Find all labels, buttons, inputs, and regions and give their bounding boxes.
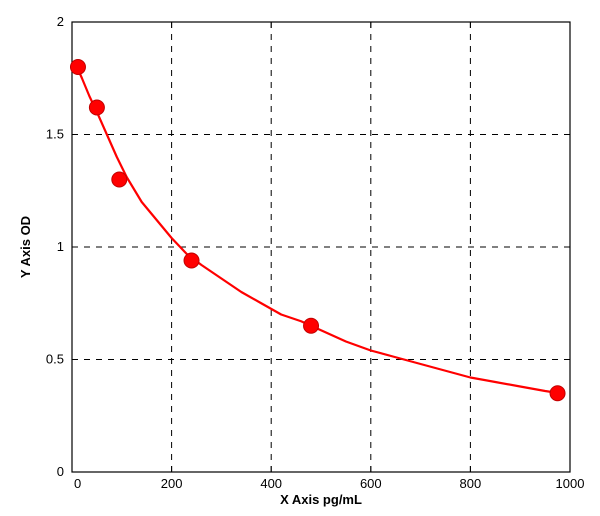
ytick-label: 1 [57, 239, 64, 254]
x-axis-label: X Axis pg/mL [280, 492, 362, 507]
ytick-label: 2 [57, 14, 64, 29]
xtick-label: 600 [360, 476, 382, 491]
chart-svg: 0 200 400 600 800 1000 0 0.5 1 1.5 2 X Axis pg/mL Y … [0, 0, 600, 516]
data-marker [304, 318, 319, 333]
data-marker [550, 386, 565, 401]
xtick-label: 800 [460, 476, 482, 491]
ytick-label: 1.5 [46, 127, 64, 142]
ytick-label: 0.5 [46, 352, 64, 367]
ytick-label: 0 [57, 464, 64, 479]
data-marker [184, 253, 199, 268]
y-axis-label: Y Axis OD [18, 216, 33, 278]
xtick-label: 0 [74, 476, 81, 491]
data-marker [70, 60, 85, 75]
data-marker [89, 100, 104, 115]
xtick-label: 1000 [556, 476, 585, 491]
data-marker [112, 172, 127, 187]
xtick-label: 200 [161, 476, 183, 491]
chart-bg [0, 0, 600, 516]
chart-container: 0 200 400 600 800 1000 0 0.5 1 1.5 2 X Axis pg/mL Y … [0, 0, 600, 516]
xtick-label: 400 [260, 476, 282, 491]
